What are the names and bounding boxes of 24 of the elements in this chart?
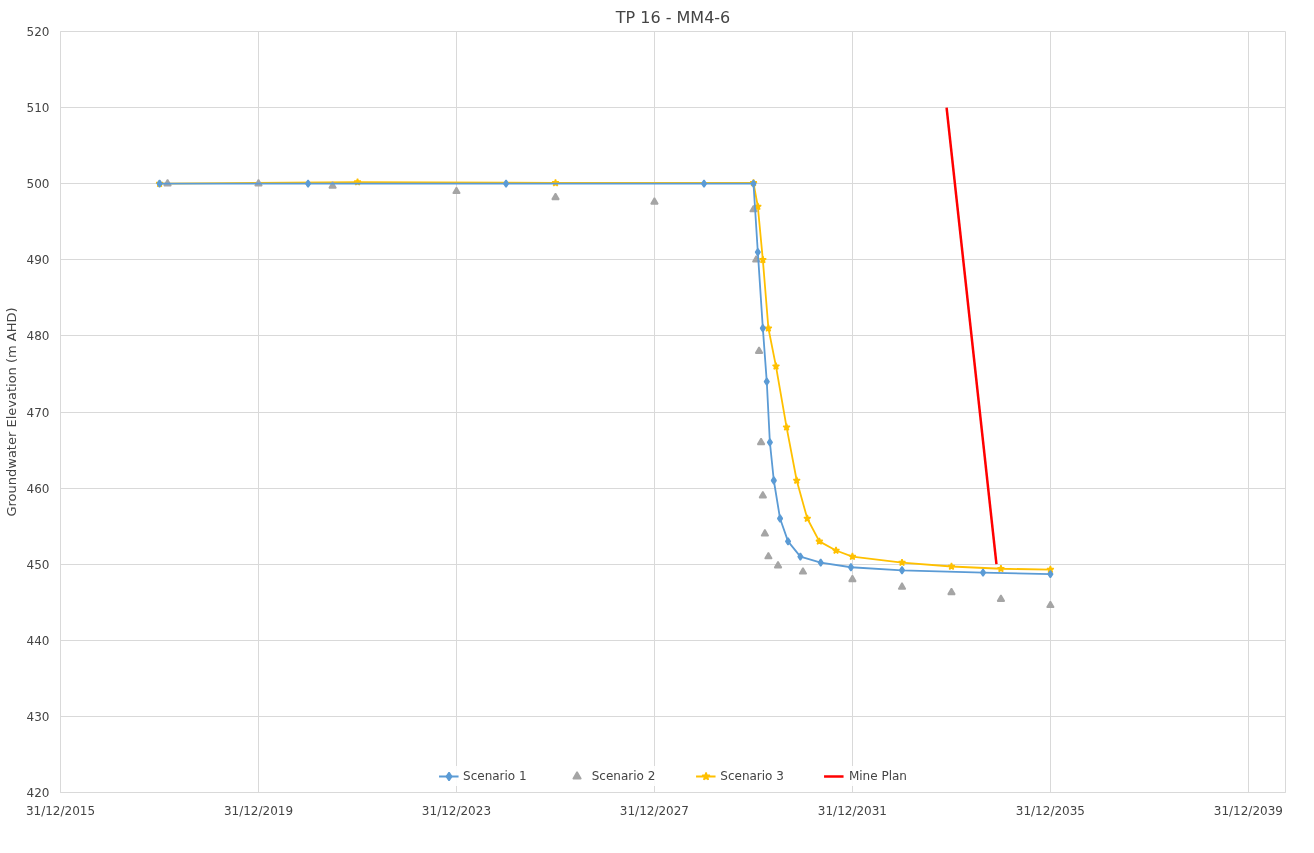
y-tick-label: 460 [26, 481, 50, 496]
y-tick-label: 470 [26, 405, 50, 420]
y-tick-label: 500 [26, 177, 50, 192]
y-tick-label: 520 [26, 25, 50, 39]
chart-title: TP 16 - MM4-6 [614, 7, 731, 27]
x-tick-label: 31/12/2027 [619, 803, 690, 818]
x-tick-label: 31/12/2019 [223, 803, 294, 818]
y-tick-label: 480 [26, 329, 50, 344]
legend-label: Scenario 1 [463, 769, 527, 783]
y-tick-label: 420 [26, 786, 50, 800]
legend-label: Scenario 2 [591, 769, 656, 783]
x-tick-label: 31/12/2023 [421, 803, 492, 818]
y-tick-label: 440 [26, 633, 50, 648]
x-tick-label: 31/12/2039 [1213, 803, 1283, 818]
y-tick-label: 490 [26, 253, 50, 268]
x-tick-label: 31/12/2031 [817, 803, 887, 818]
x-tick-label: 31/12/2035 [1015, 803, 1085, 818]
legend-label: Scenario 3 [720, 769, 784, 783]
y-tick-label: 430 [26, 709, 50, 724]
y-tick-label: 510 [26, 101, 50, 116]
y-axis-title: Groundwater Elevation (m AHD) [3, 307, 19, 517]
legend-label: Mine Plan [848, 769, 907, 783]
x-tick-label: 31/12/2015 [25, 803, 96, 818]
y-tick-label: 450 [26, 557, 50, 572]
